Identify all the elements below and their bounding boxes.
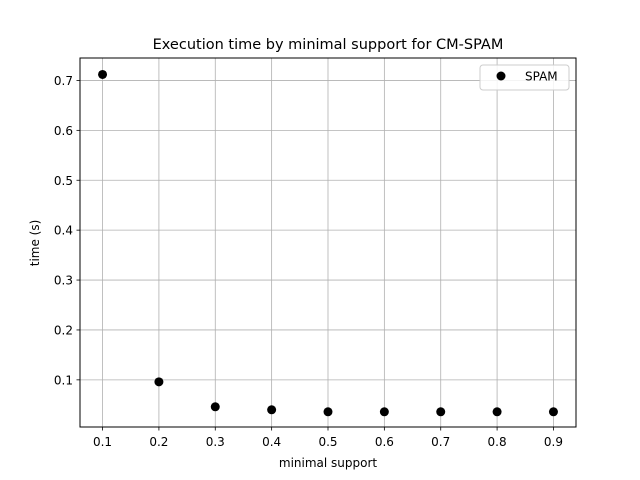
x-tick-label: 0.1	[93, 435, 112, 449]
grid-lines	[80, 58, 576, 427]
y-tick-label: 0.2	[54, 323, 73, 337]
x-axis-label: minimal support	[279, 456, 378, 470]
x-axis-ticks: 0.1 0.2 0.3 0.4 0.5 0.6 0.7 0.8 0.9	[93, 427, 563, 449]
x-tick-label: 0.7	[431, 435, 450, 449]
data-point	[154, 377, 164, 387]
data-point	[323, 407, 333, 417]
y-axis-label: time (s)	[28, 220, 42, 267]
legend: SPAM	[479, 64, 570, 91]
x-tick-label: 0.8	[488, 435, 507, 449]
y-tick-label: 0.3	[54, 274, 73, 288]
legend-label-spam: SPAM	[525, 70, 558, 84]
data-points	[98, 69, 558, 417]
x-tick-label: 0.6	[375, 435, 394, 449]
x-tick-label: 0.4	[262, 435, 281, 449]
x-tick-label: 0.5	[318, 435, 337, 449]
y-tick-label: 0.4	[54, 224, 73, 238]
y-axis-ticks: 0.1 0.2 0.3 0.4 0.5 0.6 0.7	[54, 74, 80, 387]
data-point	[98, 69, 108, 79]
y-tick-label: 0.7	[54, 74, 73, 88]
x-tick-label: 0.2	[149, 435, 168, 449]
data-point	[436, 407, 446, 417]
legend-marker	[496, 71, 506, 81]
data-point	[548, 407, 558, 417]
y-tick-label: 0.5	[54, 174, 73, 188]
data-point	[210, 402, 220, 412]
x-tick-label: 0.9	[544, 435, 563, 449]
legend-box	[479, 64, 570, 91]
data-point	[492, 407, 502, 417]
data-point	[379, 407, 389, 417]
x-tick-label: 0.3	[206, 435, 225, 449]
y-tick-label: 0.1	[54, 373, 73, 387]
y-tick-label: 0.6	[54, 124, 73, 138]
data-point	[267, 405, 277, 415]
chart-title: Execution time by minimal support for CM…	[153, 37, 504, 53]
